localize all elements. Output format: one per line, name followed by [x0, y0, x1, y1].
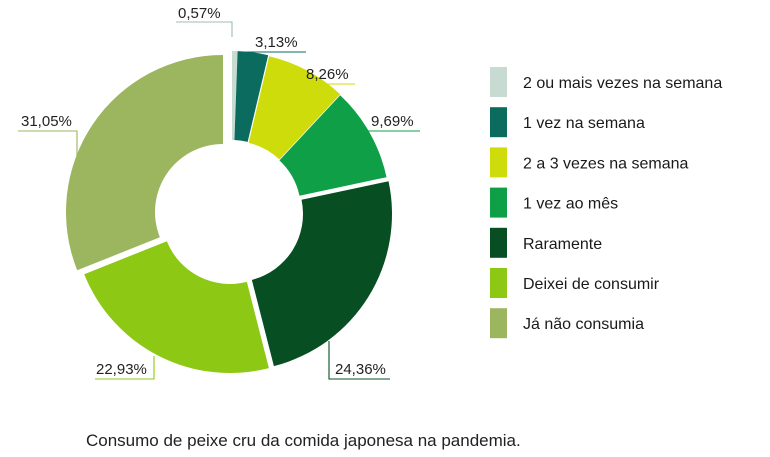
legend-item: 1 vez na semana [490, 107, 645, 138]
leader-line [95, 356, 155, 380]
leader-line [297, 83, 355, 89]
legend-item: 1 vez ao mês [490, 187, 618, 218]
leader-line [246, 51, 306, 93]
percentage-label: 9,69% [371, 113, 414, 130]
legend-label: 1 vez ao mês [523, 196, 618, 213]
percentage-label: 31,05% [21, 113, 72, 130]
legend-item: 2 ou mais vezes na semana [490, 67, 722, 97]
legend-label: 2 a 3 vezes na semana [523, 155, 689, 172]
legend-swatch [490, 308, 507, 339]
percentage-label: 22,93% [96, 361, 147, 378]
donut-slice [251, 181, 392, 367]
legend-label: 2 ou mais vezes na semana [523, 75, 722, 92]
legend-item: Deixei de consumir [490, 268, 660, 298]
legend-item: Raramente [490, 227, 602, 258]
donut-slice [232, 51, 238, 141]
leader-line [328, 341, 390, 380]
donut-slice [234, 51, 269, 142]
legend-item: 2 a 3 vezes na semana [490, 147, 689, 178]
donut-slices [66, 51, 392, 373]
legend-swatch [490, 227, 507, 258]
legend-swatch [490, 107, 507, 138]
chart-legend: 2 ou mais vezes na semana 1 vez na semana… [490, 67, 722, 339]
legend-label: 1 vez na semana [523, 115, 645, 132]
legend-swatch [490, 268, 507, 298]
percentage-labels: 0,57% 3,13% 8,26% 9,69% 24,36% 22,93% 31,05% [21, 5, 414, 378]
legend-label: Raramente [523, 236, 602, 253]
legend-swatch [490, 187, 507, 218]
legend-swatch [490, 67, 507, 97]
percentage-label: 8,26% [306, 66, 349, 83]
legend-label: Deixei de consumir [523, 276, 660, 293]
percentage-label: 3,13% [255, 34, 298, 51]
leader-line [18, 130, 78, 156]
donut-slice [279, 95, 387, 196]
donut-slice [84, 241, 269, 373]
donut-slice [66, 55, 223, 271]
percentage-label: 0,57% [178, 5, 221, 22]
legend-swatch [490, 147, 507, 178]
legend-label: Já não consumia [523, 316, 644, 333]
donut-slice [248, 56, 341, 160]
leader-line [360, 130, 420, 160]
percentage-label: 24,36% [335, 361, 386, 378]
legend-item: Já não consumia [490, 308, 644, 339]
chart-caption: Consumo de peixe cru da comida japonesa … [86, 431, 521, 450]
leader-line [176, 21, 233, 37]
label-leader-lines [18, 21, 420, 380]
